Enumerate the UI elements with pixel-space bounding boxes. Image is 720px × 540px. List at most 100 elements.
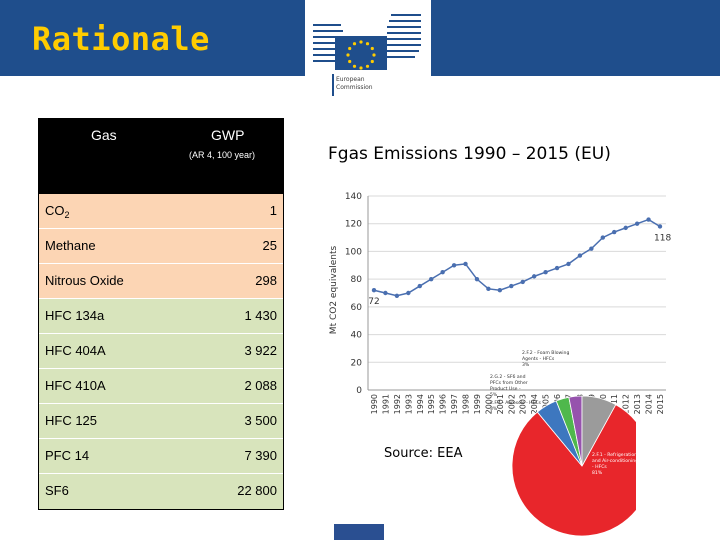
pie-label: 3% — [490, 406, 498, 412]
gas-name: HFC 134a — [45, 308, 105, 323]
x-tick-label: 1996 — [439, 394, 448, 414]
data-point — [394, 293, 400, 298]
pie-label: 2.F.4 - Aerosols - HFCs — [490, 400, 541, 406]
x-tick-label: 2001 — [496, 394, 505, 414]
gas-name: Methane — [45, 238, 96, 253]
gas-name: HFC 125 — [45, 413, 98, 428]
y-tick-label: 80 — [351, 275, 363, 285]
x-tick-label: 2004 — [530, 394, 539, 414]
x-tick-label: 1990 — [370, 394, 379, 414]
x-tick-label: 2002 — [507, 394, 516, 414]
data-point — [371, 288, 377, 293]
data-point — [497, 288, 503, 293]
data-point — [589, 246, 594, 251]
data-point — [566, 261, 571, 267]
x-tick-label: 2005 — [542, 394, 551, 414]
data-point — [577, 253, 583, 258]
european-commission-logo: European Commission — [305, 0, 431, 104]
chart-title: Fgas Emissions 1990 – 2015 (EU) — [328, 144, 611, 164]
x-tick-label: 1994 — [416, 394, 425, 414]
y-tick-label: 40 — [351, 331, 363, 341]
gwp-column-header: GWP — [211, 127, 245, 143]
source-label: Source: EEA — [384, 446, 463, 461]
gas-column-header: Gas — [91, 127, 117, 143]
x-tick-label: 2013 — [633, 394, 642, 414]
gwp-table: Gas GWP (AR 4, 100 year) CO2 1 Methane 2… — [38, 118, 284, 510]
data-label: 118 — [654, 233, 671, 243]
table-row: SF6 22 800 — [39, 474, 283, 509]
table-row: PFC 14 7 390 — [39, 439, 283, 474]
gwp-value: 22 800 — [237, 483, 277, 498]
logo-building-flag-icon — [313, 14, 421, 96]
x-tick-label: 1997 — [450, 394, 459, 414]
table-row: Methane 25 — [39, 229, 283, 264]
y-tick-label: 0 — [356, 386, 362, 396]
logo-text-line1: European — [336, 76, 365, 83]
pie-label: 5% — [490, 392, 498, 398]
data-point — [531, 274, 537, 279]
gwp-table-header: Gas GWP (AR 4, 100 year) — [39, 119, 283, 194]
emissions-series-points — [371, 217, 663, 298]
x-tick-label: 2003 — [519, 394, 528, 414]
pie-slice — [581, 395, 617, 467]
chart-gridlines — [367, 195, 666, 391]
x-tick-label: 2014 — [645, 394, 654, 414]
table-row: HFC 134a 1 430 — [39, 299, 283, 334]
pie-label: Agents - HFCs — [522, 356, 555, 362]
gas-name: HFC 404A — [45, 343, 106, 358]
table-row: Nitrous Oxide 298 — [39, 264, 283, 299]
table-row: CO2 1 — [39, 194, 283, 229]
x-tick-label: 1993 — [404, 394, 413, 414]
gas-name: CO2 — [45, 203, 70, 220]
gwp-value: 25 — [262, 238, 277, 253]
footer-bar — [334, 524, 384, 540]
pie-slice — [511, 404, 636, 537]
pie-label: and Air-conditioning — [592, 458, 636, 464]
table-row: HFC 404A 3 922 — [39, 334, 283, 369]
x-tick-label: 1991 — [381, 394, 390, 414]
data-point — [623, 225, 628, 231]
data-point — [417, 283, 422, 289]
slide-title: Rationale — [32, 20, 210, 58]
gas-name: Nitrous Oxide — [45, 273, 124, 288]
y-tick-label: 120 — [345, 220, 362, 230]
pie-label: Other — [598, 372, 611, 378]
data-point — [646, 217, 651, 222]
gas-name: HFC 410A — [45, 378, 106, 393]
x-tick-label: 2012 — [622, 394, 631, 414]
logo-text-line2: Commission — [336, 84, 373, 91]
data-point — [600, 235, 605, 240]
pie-label: 8% — [598, 378, 606, 384]
data-point — [406, 290, 411, 296]
y-tick-label: 140 — [345, 192, 362, 202]
data-point — [451, 263, 457, 268]
gwp-column-note: (AR 4, 100 year) — [189, 150, 256, 160]
gwp-value: 1 — [269, 203, 277, 218]
x-tick-label: 2000 — [484, 394, 493, 414]
pie-label: 2.F.1 - Refrigeration — [592, 452, 636, 458]
y-tick-label: 100 — [345, 247, 362, 257]
table-row: HFC 125 3 500 — [39, 404, 283, 439]
data-point — [486, 286, 491, 292]
pie-label: Product Use - — [490, 386, 521, 392]
gwp-value: 3 500 — [244, 413, 277, 428]
data-point — [440, 270, 445, 275]
x-tick-label: 1998 — [462, 394, 471, 414]
data-point — [612, 229, 617, 235]
data-point — [543, 270, 548, 275]
data-point — [509, 283, 514, 289]
data-point — [634, 221, 640, 226]
y-axis-label: Mt CO2 equivalents — [329, 246, 339, 335]
x-tick-label: 2015 — [656, 394, 665, 414]
gas-name: SF6 — [45, 483, 69, 498]
pie-slices — [511, 395, 636, 537]
data-point — [429, 276, 434, 282]
x-tick-label: 1999 — [473, 394, 482, 414]
x-tick-label: 1992 — [393, 394, 402, 414]
data-point — [463, 261, 468, 267]
data-point — [383, 290, 388, 296]
gwp-value: 1 430 — [244, 308, 277, 323]
data-point — [474, 276, 480, 282]
